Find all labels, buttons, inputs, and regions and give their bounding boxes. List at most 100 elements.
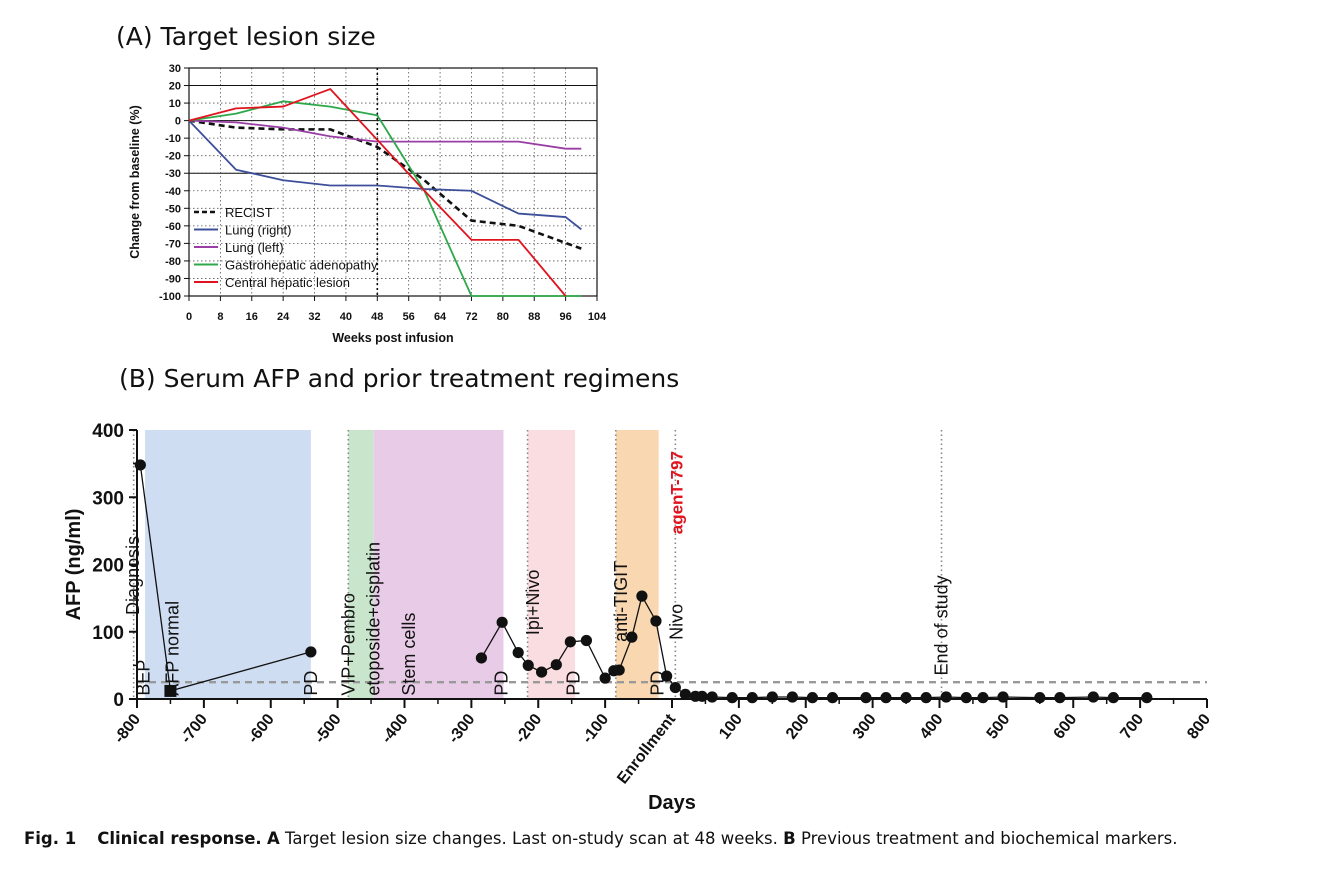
afp-point bbox=[535, 666, 548, 678]
y-tick-label: -60 bbox=[165, 221, 181, 233]
afp-point bbox=[766, 691, 778, 703]
y-tick-label: 0 bbox=[113, 690, 124, 711]
afp-point bbox=[940, 691, 952, 703]
legend-label: Lung (left) bbox=[225, 240, 284, 255]
x-tick-label: 56 bbox=[403, 311, 415, 323]
afp-point bbox=[650, 615, 662, 627]
y-tick-label: -50 bbox=[165, 203, 181, 215]
treatment-band bbox=[348, 430, 374, 699]
y-tick-label: -10 bbox=[165, 133, 181, 145]
x-tick-label: -400 bbox=[379, 711, 412, 747]
afp-point bbox=[522, 659, 534, 671]
annotation-label: PD bbox=[301, 671, 321, 696]
legend-label: RECIST bbox=[225, 205, 273, 220]
y-tick-label: -100 bbox=[159, 291, 181, 303]
legend-label: Central hepatic lesion bbox=[225, 275, 350, 290]
x-tick-label: 300 bbox=[850, 711, 880, 743]
x-tick-label: 80 bbox=[497, 311, 509, 323]
x-tick-label: -200 bbox=[512, 711, 545, 747]
y-tick-label: 100 bbox=[92, 623, 124, 644]
afp-point bbox=[977, 692, 989, 704]
annotation-label: PD bbox=[564, 671, 584, 696]
afp-point bbox=[661, 670, 673, 682]
afp-point bbox=[1054, 692, 1066, 704]
afp-point bbox=[746, 692, 758, 704]
afp-point bbox=[1034, 692, 1046, 704]
figure-caption: Fig. 1 Clinical response. A Target lesio… bbox=[24, 829, 1177, 848]
annotation-label: PD bbox=[491, 671, 511, 696]
y-tick-label: 0 bbox=[175, 116, 181, 128]
x-tick-label: 88 bbox=[528, 311, 540, 323]
legend-label: Lung (right) bbox=[225, 223, 291, 238]
treatment-band bbox=[145, 430, 311, 699]
annotation-label: VIP+Pembro bbox=[338, 593, 358, 696]
annotation-label: Nivo bbox=[667, 604, 687, 640]
caption-bold-title: Clinical response. bbox=[97, 829, 262, 848]
afp-point bbox=[920, 692, 932, 704]
afp-point bbox=[636, 590, 648, 602]
x-axis-label: Days bbox=[648, 792, 696, 814]
afp-point bbox=[1087, 691, 1099, 703]
y-tick-label: -90 bbox=[165, 273, 181, 285]
afp-point bbox=[997, 691, 1009, 703]
x-tick-label: 32 bbox=[308, 311, 320, 323]
annotation-label: Diagnosis bbox=[123, 536, 143, 615]
afp-point bbox=[580, 634, 593, 647]
y-tick-label: 400 bbox=[92, 421, 124, 442]
afp-point bbox=[305, 646, 317, 658]
panel-b-title: (B) Serum AFP and prior treatment regime… bbox=[119, 364, 680, 393]
treatment-band bbox=[527, 430, 576, 699]
afp-point bbox=[1107, 692, 1119, 704]
y-tick-label: -70 bbox=[165, 238, 181, 250]
caption-a-text: Target lesion size changes. Last on-stud… bbox=[284, 829, 778, 848]
y-tick-label: 10 bbox=[169, 98, 181, 110]
y-tick-label: 30 bbox=[169, 63, 181, 75]
x-tick-label: 40 bbox=[340, 311, 352, 323]
afp-point bbox=[679, 688, 691, 700]
afp-point bbox=[726, 692, 738, 704]
caption-fig-label: Fig. 1 bbox=[24, 829, 77, 848]
caption-b-text: Previous treatment and biochemical marke… bbox=[800, 829, 1178, 848]
afp-point bbox=[626, 631, 638, 643]
x-tick-label: 64 bbox=[434, 311, 447, 323]
afp-point bbox=[613, 664, 625, 676]
afp-point bbox=[860, 692, 872, 704]
y-axis-label: Change from baseline (%) bbox=[128, 105, 142, 259]
afp-point bbox=[706, 691, 718, 703]
x-tick-label: 96 bbox=[559, 311, 571, 323]
annotation-label: anti-TIGIT bbox=[611, 561, 631, 642]
x-tick-label: 800 bbox=[1184, 711, 1214, 743]
afp-point bbox=[696, 690, 708, 702]
y-tick-label: -80 bbox=[165, 256, 181, 268]
x-tick-label: 200 bbox=[783, 711, 813, 743]
annotation-label: End of study bbox=[932, 575, 952, 675]
series-line-recist bbox=[188, 119, 582, 250]
y-tick-label: -40 bbox=[165, 186, 181, 198]
annotation-label: Stem cells bbox=[399, 613, 419, 696]
y-tick-label: 300 bbox=[92, 488, 124, 509]
series-line-gastrohepatic-adenopathy bbox=[188, 100, 582, 297]
x-tick-label: 0 bbox=[186, 311, 192, 323]
x-tick-label: 72 bbox=[465, 311, 477, 323]
afp-point bbox=[134, 459, 146, 471]
annotation-label: BEP bbox=[134, 660, 154, 696]
afp-point bbox=[806, 692, 819, 704]
afp-point bbox=[475, 652, 488, 664]
afp-point bbox=[900, 692, 912, 704]
series-line-lung-right- bbox=[188, 119, 582, 231]
annotation-label: agenT-797 bbox=[668, 451, 687, 534]
panel-a-title: (A) Target lesion size bbox=[116, 22, 376, 51]
x-tick-label: 500 bbox=[984, 711, 1014, 743]
afp-point bbox=[1141, 692, 1153, 704]
x-tick-label: -800 bbox=[111, 711, 144, 747]
plot-frame bbox=[188, 67, 598, 297]
afp-normal-square-point bbox=[164, 684, 177, 697]
x-tick-label: 104 bbox=[588, 311, 607, 323]
series-line-lung-left- bbox=[188, 119, 582, 150]
treatment-band bbox=[615, 430, 659, 699]
annotation-label: etoposide+cisplatin bbox=[364, 542, 384, 696]
chart-a-lesion-size: 30 20 10 0 -10 -20 -30 -40 -50 -60 -70 -80 -90 -100 0 8… bbox=[128, 63, 607, 345]
caption-b-letter: B bbox=[783, 829, 796, 848]
annotation-label: AFP normal bbox=[162, 601, 182, 696]
